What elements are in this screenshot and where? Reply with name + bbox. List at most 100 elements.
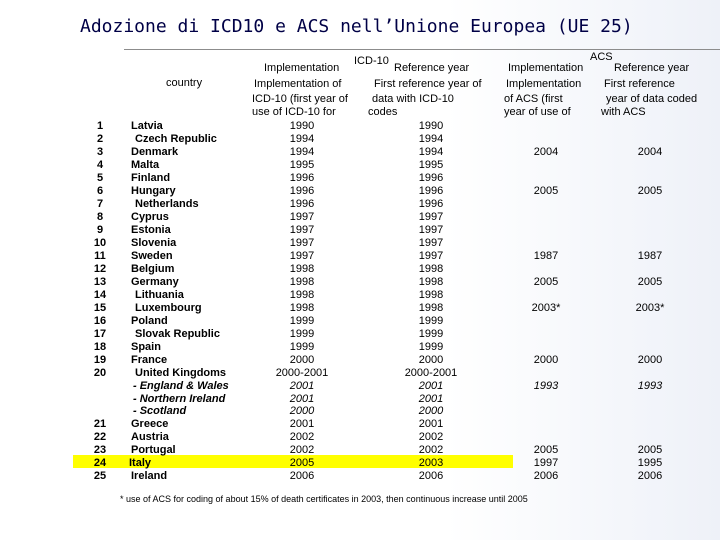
acs-reference-header-line: Reference year — [614, 62, 690, 74]
country-name: Netherlands — [135, 198, 199, 210]
icd-reference-year: 2002 — [418, 431, 444, 443]
country-name: Portugal — [131, 444, 176, 456]
acs-reference-year: 1987 — [637, 250, 663, 262]
acs-reference-year: 2005 — [637, 276, 663, 288]
country-name: Estonia — [131, 224, 171, 236]
icd-implementation-header-line: use of ICD-10 for — [252, 106, 336, 118]
icd-implementation-year: 2000-2001 — [275, 367, 329, 379]
icd-reference-year: 1998 — [418, 302, 444, 314]
country-header: country — [166, 77, 203, 89]
acs-reference-header-line: year of data coded — [606, 93, 698, 105]
country-name: France — [131, 354, 168, 366]
acs-implementation-year: 2006 — [533, 470, 559, 482]
icd-implementation-year: 1998 — [289, 302, 315, 314]
acs-reference-year: 2004 — [637, 146, 663, 158]
acs-implementation-year: 2005 — [533, 276, 559, 288]
country-name: Ireland — [131, 470, 168, 482]
row-number: 10 — [93, 237, 107, 249]
icd-reference-year: 1994 — [418, 133, 444, 145]
country-name: Malta — [131, 159, 160, 171]
icd-implementation-year: 1998 — [289, 263, 315, 275]
icd-implementation-header-line: ICD-10 (first year of — [252, 93, 348, 105]
icd-implementation-year: 2001 — [289, 380, 315, 392]
acs-implementation-year: 2000 — [533, 354, 559, 366]
italy-highlight — [73, 455, 513, 468]
country-name: Luxembourg — [135, 302, 202, 314]
icd-implementation-year: 2001 — [289, 418, 315, 430]
row-number: 9 — [96, 224, 104, 236]
acs-reference-year: 2005 — [637, 444, 663, 456]
row-number: 25 — [93, 470, 107, 482]
icd-implementation-year: 1997 — [289, 224, 315, 236]
icd-reference-year: 1996 — [418, 172, 444, 184]
row-number: 21 — [93, 418, 107, 430]
acs-implementation-header-line: year of use of — [504, 106, 571, 118]
acs-implementation-year: 1997 — [533, 457, 559, 469]
icd-reference-year: 1998 — [418, 289, 444, 301]
country-name: Poland — [131, 315, 168, 327]
icd-implementation-year: 1996 — [289, 185, 315, 197]
row-number: 12 — [93, 263, 107, 275]
row-number: 22 — [93, 431, 107, 443]
icd-implementation-year: 1998 — [289, 276, 315, 288]
country-name: United Kingdoms — [135, 367, 227, 379]
acs-reference-header-line: First reference — [604, 78, 675, 90]
icd10-group-header: ICD-10 — [354, 55, 389, 67]
icd-reference-year: 2002 — [418, 444, 444, 456]
icd-reference-year: 2000 — [418, 405, 444, 417]
icd-implementation-year: 1997 — [289, 211, 315, 223]
country-name: Cyprus — [131, 211, 169, 223]
icd-reference-year: 2001 — [418, 418, 444, 430]
row-number: 4 — [96, 159, 104, 171]
acs-reference-year: 2000 — [637, 354, 663, 366]
icd-implementation-year: 1996 — [289, 198, 315, 210]
icd-implementation-year: 1999 — [289, 328, 315, 340]
country-name: Denmark — [131, 146, 179, 158]
icd-reference-year: 1995 — [418, 159, 444, 171]
row-number: 13 — [93, 276, 107, 288]
row-number: 16 — [93, 315, 107, 327]
icd-reference-year: 1997 — [418, 250, 444, 262]
icd-reference-year: 1996 — [418, 185, 444, 197]
acs-reference-year: 2005 — [637, 185, 663, 197]
icd-implementation-year: 2000 — [289, 405, 315, 417]
country-name: Germany — [131, 276, 179, 288]
icd-reference-year: 1998 — [418, 276, 444, 288]
acs-reference-year: 1995 — [637, 457, 663, 469]
country-name: - Scotland — [133, 405, 187, 417]
acs-implementation-year: 2003* — [531, 302, 561, 314]
icd-implementation-header-line: Implementation of — [254, 78, 342, 90]
icd-reference-year: 1998 — [418, 263, 444, 275]
icd-implementation-year: 2000 — [289, 354, 315, 366]
icd-implementation-year: 1996 — [289, 172, 315, 184]
icd-implementation-year: 2006 — [289, 470, 315, 482]
row-number: 23 — [93, 444, 107, 456]
country-name: Hungary — [131, 185, 176, 197]
row-number: 11 — [94, 250, 106, 262]
icd-reference-year: 1999 — [418, 341, 444, 353]
row-number: 18 — [93, 341, 107, 353]
icd-reference-year: 2003 — [418, 457, 444, 469]
acs-implementation-year: 1987 — [533, 250, 559, 262]
icd-implementation-year: 1999 — [289, 341, 315, 353]
icd-reference-header-line: First reference year of — [374, 78, 482, 90]
icd-implementation-header-line: Implementation — [264, 62, 340, 74]
acs-implementation-year: 2004 — [533, 146, 559, 158]
icd-implementation-year: 2002 — [289, 444, 315, 456]
icd-implementation-year: 1994 — [289, 146, 315, 158]
icd-implementation-year: 1997 — [289, 250, 315, 262]
icd-reference-year: 1999 — [418, 328, 444, 340]
icd-reference-year: 2000 — [418, 354, 444, 366]
acs-implementation-header-line: Implementation — [506, 78, 582, 90]
row-number: 19 — [93, 354, 107, 366]
acs-group-header: ACS — [590, 51, 613, 63]
country-name: - Northern Ireland — [133, 393, 226, 405]
row-number: 7 — [96, 198, 104, 210]
icd-implementation-year: 1999 — [289, 315, 315, 327]
acs-implementation-year: 2005 — [533, 444, 559, 456]
icd-reference-year: 2001 — [418, 380, 444, 392]
row-number: 5 — [96, 172, 104, 184]
country-name: Latvia — [131, 120, 163, 132]
country-name: Czech Republic — [135, 133, 217, 145]
icd-reference-year: 2001 — [418, 393, 444, 405]
